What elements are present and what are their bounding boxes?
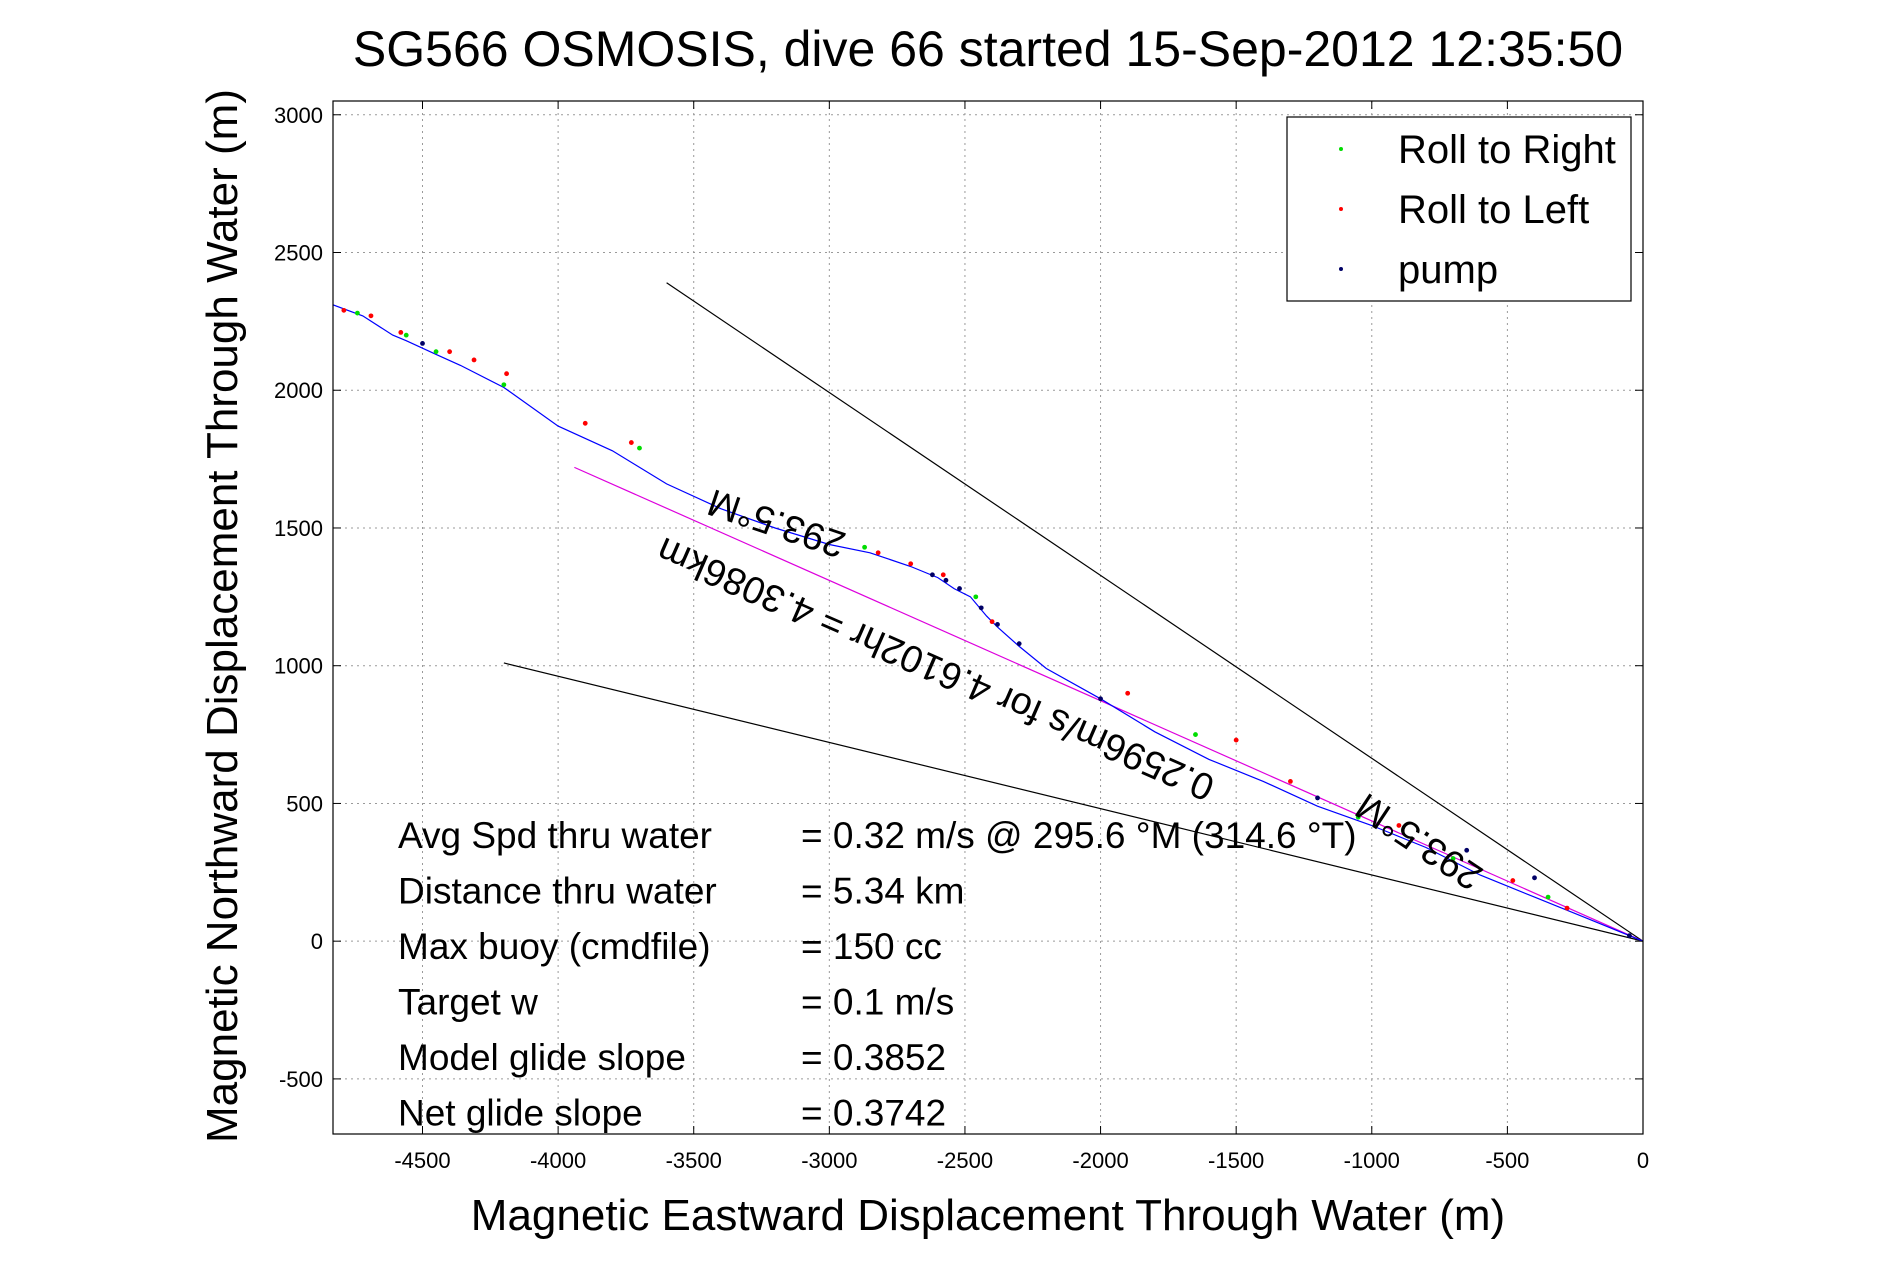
- y-tick-label: 2000: [274, 378, 323, 403]
- roll-left-point: [628, 440, 634, 445]
- roll-left-point: [341, 307, 347, 313]
- roll-left-point: [398, 329, 404, 335]
- pump-point: [1098, 696, 1103, 702]
- stat-value: = 0.1 m/s: [801, 982, 954, 1023]
- pump-point: [957, 586, 962, 591]
- track-line: [333, 304, 1643, 942]
- y-tick-label: 500: [286, 791, 323, 816]
- reference-line: [666, 282, 1643, 942]
- pump-point: [1627, 933, 1632, 939]
- pump-point: [943, 577, 949, 583]
- roll-right-point: [637, 445, 642, 451]
- roll-left-point: [504, 371, 509, 377]
- legend-label: Roll to Right: [1398, 128, 1616, 172]
- y-tick-label: 1000: [274, 654, 323, 679]
- roll-left-point: [908, 561, 914, 567]
- roll-left-point: [447, 349, 453, 355]
- x-axis-ticks: -4500 -4000 -3500 -3000 -2500 -2000 -1500 -1000…: [394, 101, 1649, 1173]
- stat-value: = 0.3742: [801, 1093, 946, 1134]
- reference-line: [503, 662, 1643, 942]
- roll-left-point: [471, 357, 477, 363]
- pump-point: [978, 605, 984, 611]
- legend-marker: [1339, 267, 1343, 271]
- roll-left-point: [989, 619, 995, 625]
- x-tick-label: -1000: [1344, 1148, 1400, 1173]
- x-tick-label: -500: [1485, 1148, 1529, 1173]
- x-tick-label: -4500: [394, 1148, 450, 1173]
- chart-title: SG566 OSMOSIS, dive 66 started 15-Sep-20…: [353, 21, 1623, 77]
- pump-point: [1016, 641, 1022, 647]
- stat-label: Target w: [398, 982, 538, 1023]
- legend-label: pump: [1398, 248, 1498, 292]
- x-tick-label: -1500: [1208, 1148, 1264, 1173]
- legend-marker: [1339, 207, 1343, 211]
- pump-point: [1315, 795, 1320, 801]
- x-tick-label: -3500: [666, 1148, 722, 1173]
- x-tick-label: -3000: [801, 1148, 857, 1173]
- pump-point: [995, 621, 1000, 627]
- y-tick-label: 2500: [274, 241, 323, 266]
- pump-point: [929, 572, 935, 578]
- y-axis-label: Magnetic Northward Displacement Through …: [198, 89, 247, 1143]
- x-tick-label: 0: [1637, 1148, 1649, 1173]
- roll-right-point: [1355, 814, 1361, 820]
- stat-label: Distance thru water: [398, 871, 717, 912]
- stats-block: Avg Spd thru water = 0.32 m/s @ 295.6 °M …: [398, 815, 1357, 1134]
- roll-left-point: [1288, 779, 1293, 784]
- track: [333, 304, 1643, 942]
- x-tick-label: -2000: [1072, 1148, 1128, 1173]
- pump-point: [420, 341, 425, 346]
- legend: Roll to Right Roll to Left pump: [1286, 116, 1632, 302]
- roll-right-point: [501, 382, 507, 388]
- stat-value: = 5.34 km: [801, 871, 965, 912]
- legend-label: Roll to Left: [1398, 188, 1589, 232]
- roll-left-point: [875, 550, 881, 556]
- roll-left-point: [1564, 905, 1570, 911]
- roll-right-point: [862, 544, 867, 550]
- markers: [341, 307, 1632, 939]
- y-tick-label: 0: [311, 929, 323, 954]
- roll-right-point: [973, 594, 979, 600]
- x-tick-label: -4000: [530, 1148, 586, 1173]
- pump-point: [1464, 847, 1470, 853]
- roll-right-point: [1450, 856, 1456, 861]
- stat-label: Max buoy (cmdfile): [398, 926, 711, 967]
- roll-right-point: [403, 332, 409, 338]
- roll-left-point: [582, 420, 588, 426]
- y-tick-label: 1500: [274, 516, 323, 541]
- y-axis-ticks: -500 0 500 1000 1500 2000 2500 3000: [274, 103, 1643, 1092]
- stat-value: = 0.32 m/s @ 295.6 °M (314.6 °T): [801, 815, 1357, 856]
- roll-right-point: [355, 310, 360, 316]
- roll-left-point: [368, 313, 374, 319]
- y-tick-label: -500: [279, 1067, 323, 1092]
- roll-right-point: [433, 349, 439, 355]
- stat-value: = 150 cc: [801, 926, 942, 967]
- x-axis-label: Magnetic Eastward Displacement Through W…: [471, 1191, 1505, 1240]
- legend-box: [1286, 116, 1632, 302]
- y-tick-label: 3000: [274, 103, 323, 128]
- roll-left-point: [1396, 823, 1402, 828]
- roll-left-point: [1510, 878, 1516, 883]
- pump-point: [1532, 875, 1537, 881]
- roll-right-point: [1545, 894, 1551, 900]
- plot-frame: [332, 100, 1644, 1135]
- legend-marker: [1339, 147, 1343, 151]
- roll-left-point: [1233, 737, 1239, 743]
- roll-left-point: [1125, 690, 1131, 696]
- stat-value: = 0.3852: [801, 1037, 946, 1078]
- x-tick-label: -2500: [937, 1148, 993, 1173]
- roll-left-point: [940, 572, 946, 578]
- stat-label: Net glide slope: [398, 1093, 643, 1134]
- stat-label: Avg Spd thru water: [398, 815, 712, 856]
- stat-label: Model glide slope: [398, 1037, 686, 1078]
- roll-right-point: [1193, 732, 1198, 737]
